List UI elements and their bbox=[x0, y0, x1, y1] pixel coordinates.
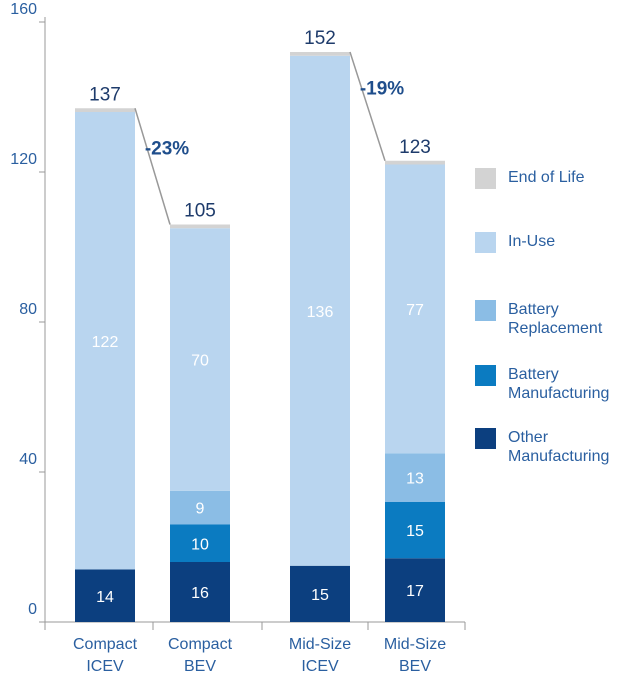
bar-segment bbox=[75, 569, 135, 622]
bar-segment bbox=[170, 562, 230, 622]
y-tick-label: 80 bbox=[19, 301, 37, 318]
annotation: -23% bbox=[145, 138, 189, 159]
bar-segment bbox=[170, 228, 230, 491]
data-label: 13 bbox=[406, 471, 424, 488]
data-label: 77 bbox=[406, 302, 424, 319]
data-label: 14 bbox=[96, 589, 114, 606]
bar-segment bbox=[170, 524, 230, 562]
total-label: 137 bbox=[89, 84, 121, 105]
legend-item: Battery Manufacturing bbox=[475, 365, 634, 403]
x-tick-label: BEV bbox=[184, 658, 216, 675]
connector bbox=[134, 108, 171, 225]
x-tick-label: Compact bbox=[168, 636, 233, 653]
y-tick-label: 40 bbox=[19, 451, 37, 468]
bar-segment bbox=[170, 490, 230, 525]
x-tick-label: ICEV bbox=[86, 658, 124, 675]
bar-segment bbox=[385, 502, 445, 559]
legend-item: Other Manufacturing bbox=[475, 428, 634, 466]
data-label: 17 bbox=[406, 583, 424, 600]
bar-segment bbox=[75, 108, 135, 112]
data-label: 136 bbox=[307, 304, 334, 321]
bar-segment bbox=[385, 558, 445, 622]
data-label: 9 bbox=[196, 501, 205, 518]
data-label: 15 bbox=[406, 523, 424, 540]
legend-item: End of Life bbox=[475, 168, 634, 189]
legend-swatch bbox=[475, 232, 496, 253]
y-tick-label: 160 bbox=[10, 1, 37, 18]
bar-segment bbox=[75, 112, 135, 570]
y-tick-label: 120 bbox=[10, 151, 37, 168]
x-tick-label: Mid-Size bbox=[289, 636, 351, 653]
x-tick-label: BEV bbox=[399, 658, 431, 675]
total-label: 123 bbox=[399, 137, 431, 158]
connector bbox=[349, 51, 386, 161]
bar-segment bbox=[385, 453, 445, 502]
data-label: 10 bbox=[191, 536, 209, 553]
total-label: 152 bbox=[304, 28, 336, 49]
x-tick-label: Compact bbox=[73, 636, 138, 653]
x-tick-label: Mid-Size bbox=[384, 636, 446, 653]
legend-swatch bbox=[475, 428, 496, 449]
bar-segment bbox=[170, 224, 230, 229]
y-tick-label: 0 bbox=[28, 601, 37, 618]
legend-item: In-Use bbox=[475, 232, 634, 253]
bar-segment bbox=[290, 55, 350, 566]
data-label: 16 bbox=[191, 585, 209, 602]
bar-segment bbox=[385, 160, 445, 165]
data-label: 70 bbox=[191, 353, 209, 370]
legend-item: Battery Replacement bbox=[475, 300, 634, 338]
bar-segment bbox=[290, 565, 350, 622]
bar-segment bbox=[385, 164, 445, 454]
annotation: -19% bbox=[360, 78, 404, 99]
legend-swatch bbox=[475, 300, 496, 321]
total-label: 105 bbox=[184, 201, 216, 222]
legend-label: Other Manufacturing bbox=[508, 429, 610, 465]
legend-label: Battery Replacement bbox=[508, 301, 603, 337]
legend-label: End of Life bbox=[508, 169, 585, 186]
legend-label: In-Use bbox=[508, 233, 556, 250]
legend-swatch bbox=[475, 168, 496, 189]
x-tick-label: ICEV bbox=[301, 658, 339, 675]
data-label: 122 bbox=[92, 334, 119, 351]
data-label: 15 bbox=[311, 587, 329, 604]
bar-segment bbox=[290, 52, 350, 56]
legend-label: Battery Manufacturing bbox=[508, 366, 610, 402]
legend-swatch bbox=[475, 365, 496, 386]
